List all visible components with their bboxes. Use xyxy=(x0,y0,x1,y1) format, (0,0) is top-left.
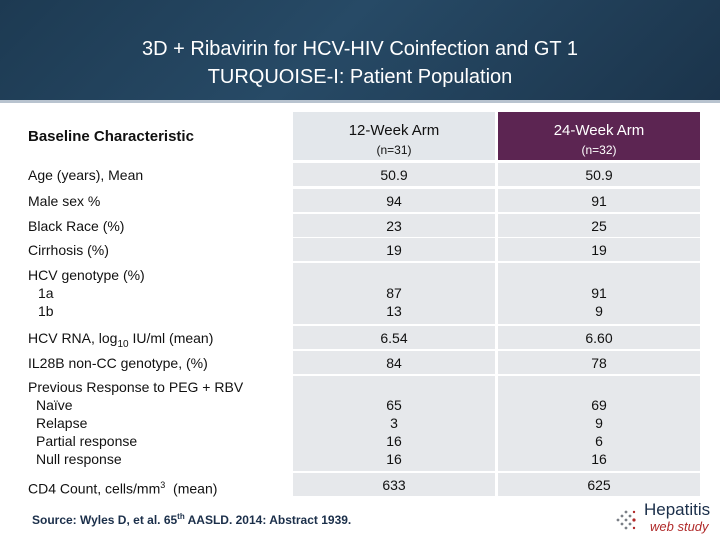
prev-null-label: Null response xyxy=(36,451,122,467)
logo-line-2: web study xyxy=(650,519,709,534)
value-1a: 87 xyxy=(386,285,402,301)
arm1-name: 12-Week Arm xyxy=(348,122,440,139)
hepatitis-web-study-logo: Hepatitis web study xyxy=(612,498,712,538)
cell-arm1: 84 xyxy=(293,351,495,374)
genotype-1a-label: 1a xyxy=(38,285,54,301)
value-1a: 91 xyxy=(591,285,607,301)
value: 84 xyxy=(386,355,402,371)
row-label: HCV genotype (%) 1a 1b xyxy=(28,266,290,320)
cell-arm1: 6.54 xyxy=(293,326,495,349)
title-banner: 3D + Ribavirin for HCV-HIV Coinfection a… xyxy=(0,0,720,103)
value: 625 xyxy=(587,477,611,493)
table-row-black-race: Black Race (%) 23 25 xyxy=(20,214,700,237)
value-1b: 9 xyxy=(595,303,603,319)
row-label: Male sex % xyxy=(28,193,101,209)
header-arm-24-week: 24-Week Arm (n=32) xyxy=(498,112,700,160)
table-row-cirrhosis: Cirrhosis (%) 19 19 xyxy=(20,238,700,261)
value: 19 xyxy=(386,242,402,258)
value: 6.60 xyxy=(585,330,613,346)
cell-arm1: 50.9 xyxy=(293,163,495,186)
genotype-1b-label: 1b xyxy=(38,303,54,319)
logo-mark-icon xyxy=(616,510,636,530)
genotype-label: HCV genotype (%) xyxy=(28,267,145,283)
cell-arm2: 50.9 xyxy=(498,163,700,186)
cd4-label-sup: 3 xyxy=(160,480,166,490)
slide-title: 3D + Ribavirin for HCV-HIV Coinfection a… xyxy=(0,35,720,91)
value-1b: 13 xyxy=(386,303,402,319)
prev-naive-label: Naïve xyxy=(36,397,73,413)
row-label: Cirrhosis (%) xyxy=(28,242,109,258)
prev-label: Previous Response to PEG + RBV xyxy=(28,379,244,395)
cd4-label: CD4 Count, cells/mm xyxy=(28,480,161,497)
value-naive: 65 xyxy=(386,397,402,413)
table-row-male-sex: Male sex % 94 91 xyxy=(20,189,700,212)
row-label: IL28B non-CC genotype, (%) xyxy=(28,355,208,371)
source-citation: Source: Wyles D, et al. 65th AASLD. 2014… xyxy=(32,512,351,527)
row-label: CD4 Count, cells/mm3 (mean) xyxy=(28,476,290,498)
cell-arm2: 6.60 xyxy=(498,326,700,349)
value-partial: 6 xyxy=(595,433,603,449)
table-row-genotype: HCV genotype (%) 1a 1b 87 13 91 9 xyxy=(20,263,700,324)
table-row-hcv-rna: HCV RNA, log10 IU/ml (mean) 6.54 6.60 xyxy=(20,326,700,350)
value-null: 16 xyxy=(591,451,607,467)
cell-arm1: 23 xyxy=(293,214,495,237)
value: 6.54 xyxy=(380,330,408,346)
title-line-2: TURQUOISE-I: Patient Population xyxy=(207,66,513,88)
rna-label-post: IU/ml (mean) xyxy=(128,330,214,346)
cell-arm2: 19 xyxy=(498,238,700,261)
value-relapse: 9 xyxy=(595,415,603,431)
arm1-n: (n=31) xyxy=(376,143,412,157)
cell-arm2: 625 xyxy=(498,473,700,496)
row-label: Black Race (%) xyxy=(28,218,125,234)
value-naive: 69 xyxy=(591,397,607,413)
value: 78 xyxy=(591,355,607,371)
arm2-name: 24-Week Arm xyxy=(553,122,645,139)
cell-arm2: 69 9 6 16 xyxy=(498,376,700,471)
cell-arm2: 91 9 xyxy=(498,263,700,324)
value: 633 xyxy=(382,477,406,493)
logo-line-1: Hepatitis xyxy=(644,500,711,519)
value-null: 16 xyxy=(386,451,402,467)
table-row-age: Age (years), Mean 50.9 50.9 xyxy=(20,163,700,186)
value: 19 xyxy=(591,242,607,258)
value-relapse: 3 xyxy=(390,415,398,431)
prev-relapse-label: Relapse xyxy=(36,415,88,431)
value: 23 xyxy=(386,218,402,234)
cell-arm1: 87 13 xyxy=(293,263,495,324)
row-label: HCV RNA, log10 IU/ml (mean) xyxy=(28,329,290,354)
cd4-label-post: (mean) xyxy=(165,480,218,497)
cell-arm2: 25 xyxy=(498,214,700,237)
rna-label: HCV RNA, log xyxy=(28,330,118,346)
value: 50.9 xyxy=(585,167,613,183)
cell-arm1: 65 3 16 16 xyxy=(293,376,495,471)
rna-label-sub: 10 xyxy=(117,338,129,350)
arm2-n: (n=32) xyxy=(581,143,617,157)
source-sup: th xyxy=(177,512,185,521)
value: 94 xyxy=(386,193,402,209)
row-label: Previous Response to PEG + RBV Naïve Rel… xyxy=(28,378,290,468)
prev-partial-label: Partial response xyxy=(36,433,138,449)
value: 25 xyxy=(591,218,607,234)
source-text: Source: Wyles D, et al. 65 xyxy=(32,513,178,527)
value: 50.9 xyxy=(380,167,408,183)
table-row-il28b: IL28B non-CC genotype, (%) 84 78 xyxy=(20,351,700,374)
cell-arm2: 91 xyxy=(498,189,700,212)
cell-arm1: 19 xyxy=(293,238,495,261)
value-partial: 16 xyxy=(386,433,402,449)
header-arm-12-week: 12-Week Arm (n=31) xyxy=(293,112,495,160)
title-line-1: 3D + Ribavirin for HCV-HIV Coinfection a… xyxy=(142,38,578,60)
row-label: Age (years), Mean xyxy=(28,167,144,183)
cell-arm1: 94 xyxy=(293,189,495,212)
header-characteristic: Baseline Characteristic xyxy=(28,127,194,145)
cell-arm1: 633 xyxy=(293,473,495,496)
table-row-previous-response: Previous Response to PEG + RBV Naïve Rel… xyxy=(20,376,700,471)
table-row-cd4: CD4 Count, cells/mm3 (mean) 633 625 xyxy=(20,473,700,498)
cell-arm2: 78 xyxy=(498,351,700,374)
source-text-post: AASLD. 2014: Abstract 1939. xyxy=(184,513,352,527)
value: 91 xyxy=(591,193,607,209)
